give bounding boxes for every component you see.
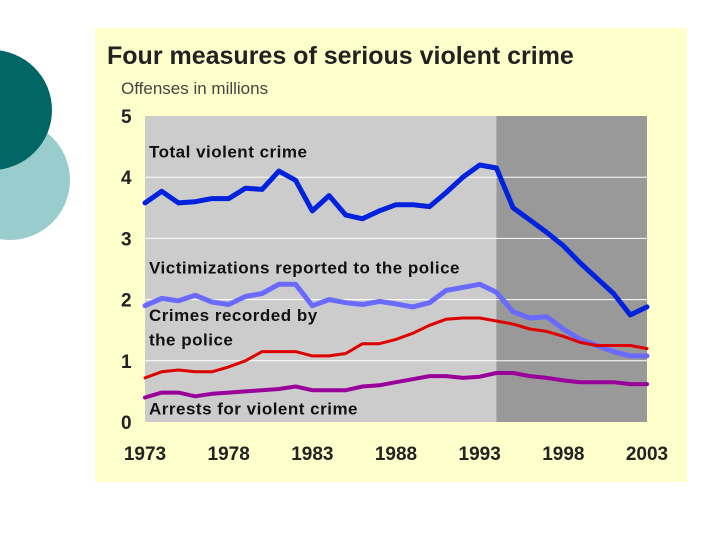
- x-tick-label: 1993: [459, 444, 501, 465]
- series-annotation: the police: [149, 331, 233, 350]
- y-tick-label: 4: [121, 168, 132, 189]
- series-line-2: [143, 316, 649, 380]
- y-tick-label: 3: [121, 229, 132, 250]
- series-line-0: [142, 162, 650, 318]
- series-annotation: Total violent crime: [149, 143, 307, 162]
- x-tick-label: 1988: [375, 444, 417, 465]
- series-annotation: Crimes recorded by: [149, 306, 318, 325]
- y-tick-label: 5: [121, 107, 132, 128]
- series-line-1: [142, 281, 650, 359]
- y-tick-label: 0: [121, 413, 132, 434]
- series-line-3: [143, 371, 649, 400]
- slide-decoration: [0, 50, 70, 240]
- x-tick-label: 1978: [208, 444, 250, 465]
- plot-area: 0 1 2 3 4 5 1973 1978 1983 1988 1993 1998 2003 Total …: [121, 107, 668, 465]
- x-tick-label: 1973: [124, 444, 166, 465]
- chart-title: Four measures of serious violent crime: [107, 42, 574, 70]
- chart-svg: Four measures of serious violent crime O…: [107, 42, 668, 465]
- x-tick-label: 2003: [626, 444, 668, 465]
- chart-panel: Four measures of serious violent crime O…: [95, 28, 687, 482]
- x-tick-label: 1983: [291, 444, 333, 465]
- series-annotation: Arrests for violent crime: [149, 400, 358, 419]
- y-axis-label: Offenses in millions: [121, 79, 268, 98]
- y-tick-label: 1: [121, 352, 132, 373]
- series-annotation: Victimizations reported to the police: [149, 258, 460, 277]
- shaded-region: [496, 116, 647, 422]
- y-tick-label: 2: [121, 291, 132, 312]
- x-tick-label: 1998: [542, 444, 584, 465]
- decorative-circle-dark: [0, 50, 52, 170]
